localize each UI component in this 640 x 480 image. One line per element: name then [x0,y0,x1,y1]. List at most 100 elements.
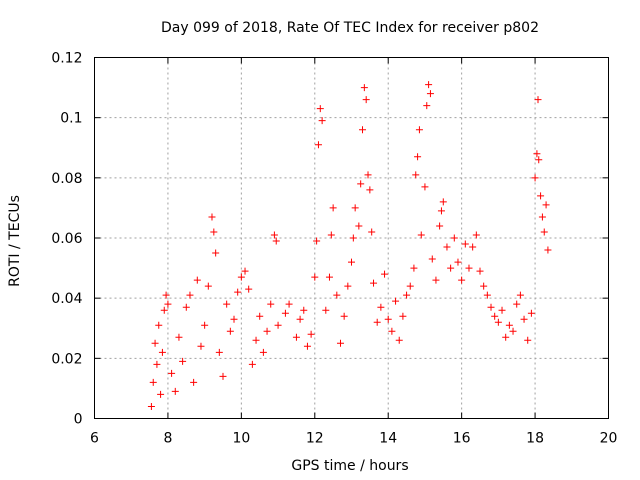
data-point [417,231,425,239]
y-tick-label: 0.1 [60,111,82,127]
data-point [425,81,433,89]
data-point [527,309,535,317]
data-point [272,237,280,245]
data-point [412,171,420,179]
data-point [327,231,335,239]
y-tick-label: 0.02 [51,351,82,367]
data-point [421,183,429,191]
data-point [182,303,190,311]
data-point [208,213,216,221]
data-point [491,312,499,320]
data-point [426,90,434,98]
data-point [348,258,355,266]
data-points [147,81,552,410]
data-point [292,333,300,341]
data-point [432,276,440,284]
x-tick-label: 12 [306,431,324,447]
data-point [364,171,372,179]
data-point [175,333,183,341]
data-point [336,339,344,347]
data-point [505,321,513,329]
y-axis-label: ROTI / TECUs [7,195,23,287]
x-axis-label: GPS time / hours [291,458,408,474]
axis-ticks: 6 8 10 12 14 16 18 20 0 0.02 0.04 0.06 0.08 0.1 0.12 [51,51,617,447]
data-point [472,231,480,239]
data-point [186,291,194,299]
data-point [285,300,293,308]
data-point [158,348,166,356]
data-point [179,357,187,365]
data-point [333,291,341,299]
data-point [267,300,275,308]
data-point [414,153,422,161]
data-point [542,201,550,209]
data-point [226,327,234,335]
data-point [388,327,396,335]
data-point [368,228,376,236]
data-point [281,309,289,317]
data-point [355,222,363,230]
data-point [303,342,311,350]
data-point [210,228,218,236]
data-point [476,267,484,275]
data-point [447,264,455,272]
y-tick-label: 0.12 [51,51,82,67]
data-point [349,234,357,242]
data-point [164,300,172,308]
x-tick-label: 8 [163,431,172,447]
data-point [157,390,165,398]
y-tick-label: 0.08 [51,171,82,187]
data-point [155,321,163,329]
y-tick-label: 0.06 [51,231,82,247]
data-point [230,315,238,323]
data-point [535,156,543,164]
data-point [392,297,400,305]
data-point [313,237,321,245]
data-point [483,291,491,299]
data-point [314,141,322,149]
data-point [366,186,374,194]
data-point [245,285,253,293]
x-tick-label: 18 [526,431,544,447]
data-point [263,327,271,335]
data-point [300,306,308,314]
data-point [362,96,370,104]
data-point [359,126,367,134]
data-point [241,267,249,275]
data-point [256,312,264,320]
data-point [197,342,205,350]
data-point [344,282,352,290]
data-point [494,318,502,326]
data-point [307,330,315,338]
x-tick-label: 6 [90,431,99,447]
data-point [259,348,267,356]
data-point [153,360,161,368]
data-point [534,96,542,104]
x-tick-label: 10 [232,431,250,447]
data-point [168,369,176,377]
data-point [381,270,389,278]
data-point [533,150,541,158]
data-point [531,174,539,182]
data-point [469,243,477,251]
data-point [329,204,337,212]
data-point [160,306,168,314]
data-point [219,372,227,380]
data-point [439,198,447,206]
data-point [428,255,436,263]
data-point [193,276,201,284]
data-point [443,243,451,251]
data-point [399,312,407,320]
data-point [248,360,256,368]
data-point [204,282,212,290]
data-point [162,291,170,299]
data-point [316,105,324,113]
data-point [147,402,155,410]
y-tick-label: 0.04 [51,291,82,307]
x-tick-label: 16 [453,431,471,447]
data-point [513,300,521,308]
data-point [360,84,368,92]
data-point [538,213,546,221]
data-point [252,336,260,344]
